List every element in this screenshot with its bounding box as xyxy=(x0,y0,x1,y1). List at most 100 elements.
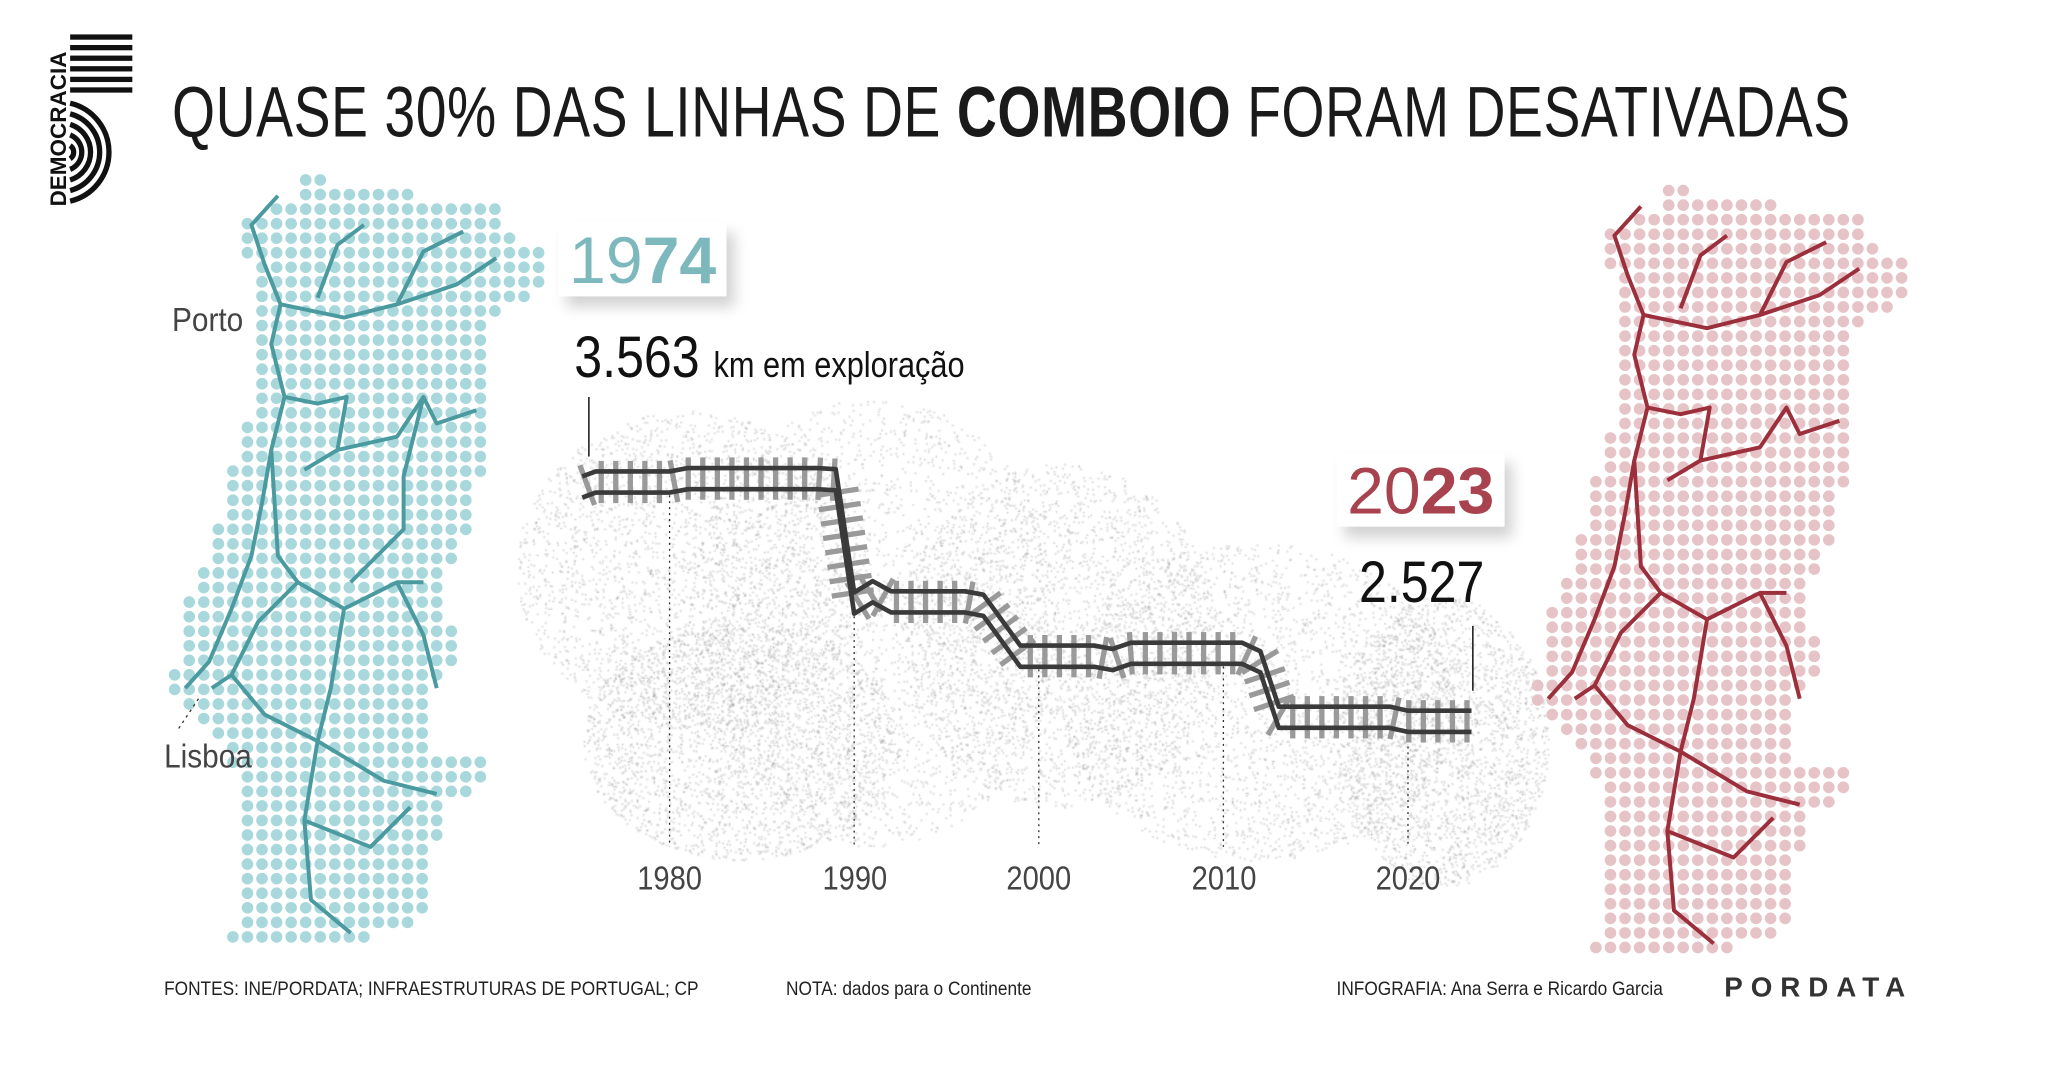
map-dot xyxy=(1706,359,1719,372)
map-dot xyxy=(459,421,472,434)
map-dot xyxy=(1619,650,1631,663)
map-dot xyxy=(299,319,312,332)
map-dot xyxy=(1808,766,1821,779)
map-dot xyxy=(299,567,312,579)
map-dot xyxy=(256,654,268,667)
map-dot xyxy=(416,800,428,812)
map-dot xyxy=(299,436,312,448)
map-dot xyxy=(1735,330,1748,342)
map-dot xyxy=(1779,839,1791,852)
map-dot xyxy=(1837,344,1850,357)
rail-tie xyxy=(1248,679,1291,699)
map-dot xyxy=(1779,534,1791,546)
map-dot xyxy=(241,858,254,870)
map-dot xyxy=(343,552,356,565)
map-dot xyxy=(1721,257,1733,270)
map-dot xyxy=(1779,242,1791,255)
map-dot xyxy=(1706,592,1719,604)
map-dot xyxy=(459,305,472,317)
map-dot xyxy=(1662,766,1675,779)
map-dot xyxy=(1837,388,1850,401)
map-dot xyxy=(387,407,399,419)
map-dot xyxy=(1764,665,1777,677)
map-dot xyxy=(299,756,312,769)
map-dot xyxy=(241,596,254,608)
map-dot xyxy=(1721,708,1733,721)
map-dot xyxy=(299,698,312,710)
map-dot xyxy=(1619,912,1631,925)
map-dot xyxy=(1648,941,1660,954)
map-dot xyxy=(1721,723,1733,735)
map-dot xyxy=(1677,650,1690,663)
map-dot xyxy=(314,770,327,783)
map-dot xyxy=(1560,650,1573,663)
map-dot xyxy=(1735,694,1748,706)
map-dot xyxy=(1619,883,1631,896)
map-dot xyxy=(328,610,341,623)
map-dot xyxy=(1822,373,1835,386)
map-dot xyxy=(1750,723,1762,735)
map-dot xyxy=(241,785,254,798)
map-dot xyxy=(1764,534,1777,546)
map-dot xyxy=(1750,606,1762,619)
map-dot xyxy=(1808,388,1821,401)
map-dot xyxy=(387,741,399,754)
map-dot xyxy=(401,669,414,681)
map-dot xyxy=(1706,504,1719,517)
map-dot xyxy=(1662,650,1675,663)
map-dot xyxy=(387,246,399,259)
map-dot xyxy=(430,770,443,783)
map-dot xyxy=(1619,315,1631,328)
map-dot xyxy=(1604,257,1617,270)
map-dot xyxy=(1604,665,1617,677)
map-dot xyxy=(299,523,312,536)
map-dot xyxy=(1648,839,1660,852)
map-dot xyxy=(387,916,399,929)
map-dot xyxy=(1604,737,1617,750)
map-dot xyxy=(474,392,487,405)
map-dot xyxy=(1691,563,1704,575)
map-dot xyxy=(1706,796,1719,808)
map-dot xyxy=(328,887,341,900)
map-dot xyxy=(314,523,327,536)
map-dot xyxy=(1706,519,1719,532)
rail-line-path xyxy=(269,449,424,611)
map-dot xyxy=(1735,242,1748,255)
map-dot xyxy=(241,508,254,521)
map-dot xyxy=(459,261,472,274)
map-dot xyxy=(1793,534,1806,546)
map-dot xyxy=(1619,766,1631,779)
map-dot xyxy=(1648,388,1660,401)
map-dot xyxy=(1648,301,1660,313)
map-dot xyxy=(1721,737,1733,750)
map-dot xyxy=(1808,781,1821,794)
map-dot xyxy=(430,523,443,536)
map-dot xyxy=(1677,708,1690,721)
map-dot xyxy=(1808,548,1821,561)
map-dot xyxy=(372,785,385,798)
map-dot xyxy=(1721,388,1733,401)
map-dot xyxy=(1619,330,1631,342)
map-dot xyxy=(474,305,487,317)
map-dot xyxy=(1648,286,1660,299)
map-dot xyxy=(328,552,341,565)
x-tick-label: 1990 xyxy=(821,860,887,898)
map-dot xyxy=(1779,737,1791,750)
map-dot xyxy=(270,785,283,798)
map-dot xyxy=(1575,621,1588,634)
map-dot xyxy=(1604,461,1617,473)
map-dot xyxy=(1677,694,1690,706)
map-dot xyxy=(1691,810,1704,823)
map-dot xyxy=(1648,897,1660,910)
map-dot xyxy=(285,465,297,477)
map-dot xyxy=(1619,461,1631,473)
map-dot xyxy=(1546,665,1559,677)
map-dot xyxy=(1691,825,1704,837)
map-dot xyxy=(270,261,283,274)
map-dot xyxy=(1619,665,1631,677)
map-dot xyxy=(416,334,428,346)
map-dot xyxy=(1764,897,1777,910)
map-dot xyxy=(1721,621,1733,634)
map-dot xyxy=(445,363,458,376)
